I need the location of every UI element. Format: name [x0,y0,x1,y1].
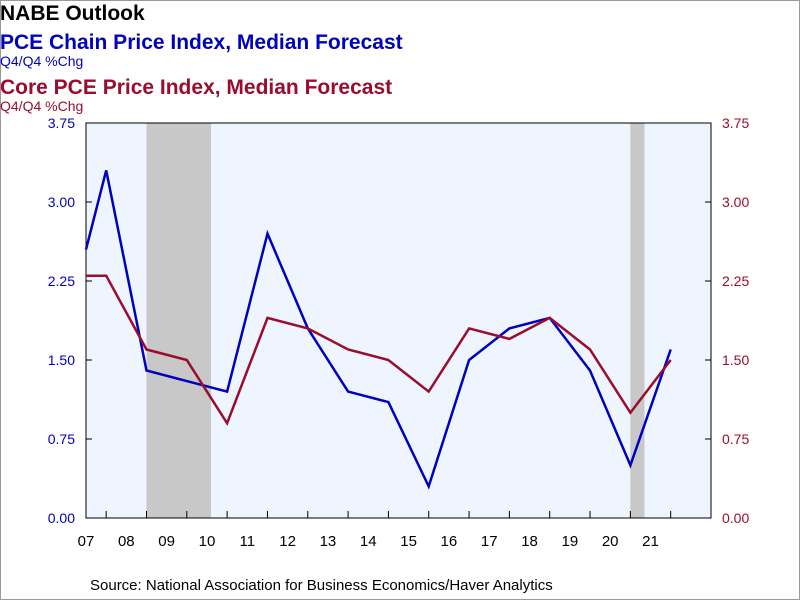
x-tick-label: 08 [118,533,135,550]
series-2-units: Q4/Q4 %Chg [0,98,84,114]
x-tick-label: 12 [279,533,296,550]
series-2-subtitle: Core PCE Price Index, Median Forecast [0,76,393,99]
x-tick-label: 07 [78,533,95,550]
recession-band-2 [630,123,645,518]
right-y-tick-label: 3.00 [722,194,749,210]
series-line-1 [84,170,672,490]
recession-band-1 [146,123,211,518]
left-y-tick-label: 0.75 [48,431,75,447]
right-y-tick-label: 0.75 [722,431,749,447]
x-tick-label: 19 [562,533,579,550]
source-note: Source: National Association for Busines… [90,577,553,594]
x-tick-label: 18 [521,533,538,550]
left-y-tick-label: 3.75 [48,115,75,131]
x-tick-label: 21 [642,533,659,550]
x-tick-label: 13 [320,533,337,550]
x-tick-label: 14 [360,533,377,550]
left-y-tick-label: 1.50 [48,352,75,368]
series-1-subtitle: PCE Chain Price Index, Median Forecast [0,31,403,54]
right-y-tick-label: 1.50 [722,352,749,368]
x-tick-label: 11 [240,533,256,550]
x-tick-label: 10 [199,533,216,550]
right-y-tick-label: 3.75 [722,115,749,131]
x-tick-label: 15 [400,533,417,550]
right-y-tick-label: 0.00 [722,510,749,526]
left-y-tick-label: 2.25 [48,273,75,289]
x-tick-label: 17 [481,533,498,550]
plot-border [85,122,712,519]
right-y-tick-label: 2.25 [722,273,749,289]
x-tick-label: 09 [158,533,175,550]
left-y-tick-label: 3.00 [48,194,75,210]
chart-title: NABE Outlook [0,2,145,25]
x-tick-label: 20 [602,533,619,550]
left-y-tick-label: 0.00 [48,510,75,526]
series-1-units: Q4/Q4 %Chg [0,53,84,69]
x-tick-label: 16 [441,533,458,550]
series-line-2 [86,274,672,426]
